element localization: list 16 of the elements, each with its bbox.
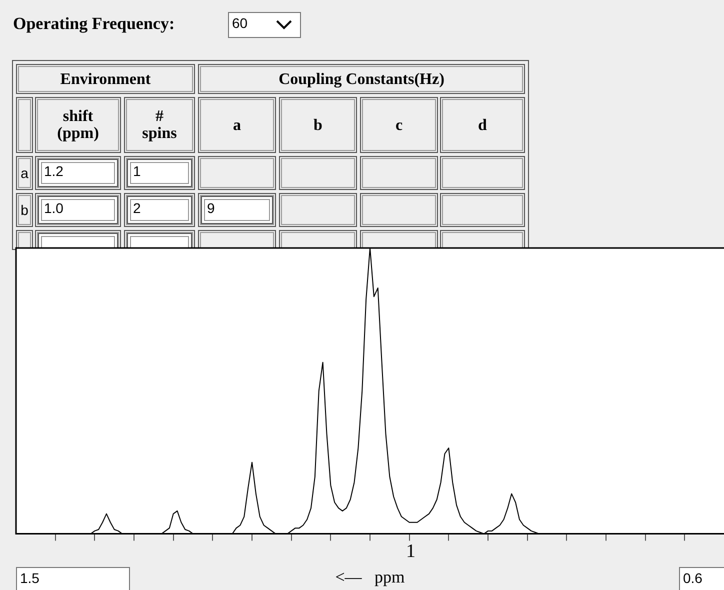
text: a — [16, 156, 33, 190]
text: b — [16, 193, 33, 227]
text: # spins — [124, 97, 195, 153]
text: a — [198, 97, 276, 153]
text: d — [440, 97, 525, 153]
text: 0.6 — [679, 567, 724, 590]
text: b — [279, 97, 357, 153]
text: 1 — [406, 541, 416, 563]
text: c — [360, 97, 438, 153]
text: Coupling Constants(Hz) — [198, 64, 525, 94]
text: Environment — [16, 64, 195, 94]
text: Operating Frequency: — [13, 14, 175, 34]
text: 60 — [228, 12, 301, 38]
text: shift (ppm) — [35, 97, 121, 153]
x-axis-title: <— ppm — [335, 567, 405, 586]
text: 1.5 — [16, 567, 130, 590]
